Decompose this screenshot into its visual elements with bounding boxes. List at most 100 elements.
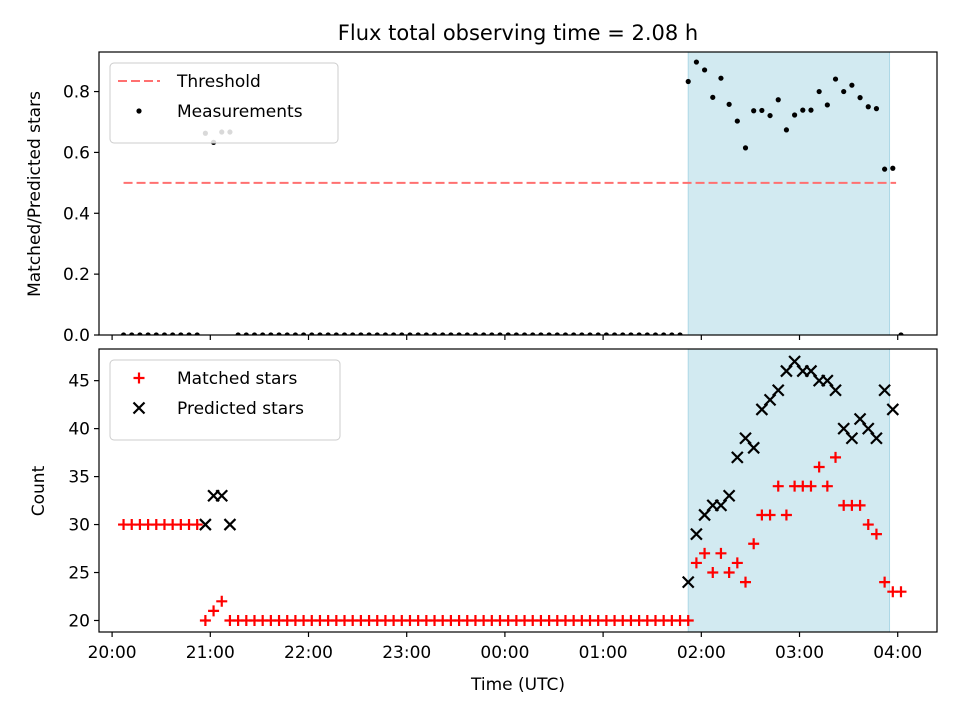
measurement-point xyxy=(276,332,282,335)
measurement-point xyxy=(415,332,421,335)
matched-star-point xyxy=(870,528,882,540)
measurement-point xyxy=(300,332,307,335)
measurement-point xyxy=(194,332,200,335)
panel-top: 0.0 0.2 0.4 0.6 0.8 Threshold Measurements xyxy=(63,51,938,346)
legend-predicted-swatch xyxy=(132,401,146,415)
predicted-star-point xyxy=(870,431,883,445)
predicted-star-point xyxy=(681,575,695,589)
predicted-star-point xyxy=(886,403,900,416)
matched-star-point xyxy=(879,576,891,588)
measurement-point xyxy=(562,332,569,335)
measurement-point xyxy=(186,332,192,335)
x-tick-label: 20:00 xyxy=(88,643,137,663)
measurement-point xyxy=(824,102,830,108)
matched-star-point xyxy=(821,480,833,492)
measurement-point xyxy=(538,332,544,335)
measurement-point xyxy=(751,108,757,114)
measurement-point xyxy=(382,332,389,335)
measurement-point xyxy=(153,332,159,335)
measurement-point xyxy=(161,332,168,335)
measurement-point xyxy=(579,332,585,335)
y-tick-label: 35 xyxy=(68,468,90,488)
y-tick-label: 0.0 xyxy=(63,326,90,346)
measurement-point xyxy=(767,112,773,119)
measurement-point xyxy=(587,332,593,335)
measurement-point xyxy=(742,145,749,151)
matched-star-point xyxy=(191,519,203,531)
measurement-point xyxy=(628,332,634,335)
measurement-point xyxy=(857,95,863,101)
matched-star-point xyxy=(748,538,760,550)
measurement-point xyxy=(391,332,397,335)
measurement-point xyxy=(399,332,405,335)
measurement-point xyxy=(309,332,315,335)
predicted-star-point xyxy=(731,451,744,464)
measurement-point xyxy=(292,332,299,335)
measurement-point xyxy=(448,332,454,335)
predicted-star-point xyxy=(845,431,859,445)
measurement-point xyxy=(832,76,839,82)
measurement-point xyxy=(611,332,618,335)
measurement-point xyxy=(137,332,143,335)
observing-window-shade xyxy=(687,51,891,336)
measurement-point xyxy=(374,332,380,335)
y-tick-label: 0.2 xyxy=(63,265,90,285)
measurement-point xyxy=(325,332,331,335)
measurement-point xyxy=(718,75,724,81)
measurement-point xyxy=(317,332,323,335)
plot-area xyxy=(118,355,907,626)
matched-star-point xyxy=(895,586,907,598)
measurement-point xyxy=(873,106,880,112)
measurement-point xyxy=(808,107,814,113)
measurement-point xyxy=(489,332,495,335)
measurement-point xyxy=(251,332,258,335)
axes-frame xyxy=(98,348,938,633)
measurement-point xyxy=(481,332,487,335)
measurement-point xyxy=(636,332,642,335)
matched-star-point xyxy=(699,547,711,559)
measurement-point xyxy=(350,332,356,335)
measurement-point xyxy=(243,332,249,335)
measurement-point xyxy=(554,332,560,335)
measurement-point xyxy=(530,332,536,335)
predicted-star-point xyxy=(215,489,229,503)
legend-measurement-swatch xyxy=(136,108,142,114)
measurement-point xyxy=(816,88,822,95)
measurement-point xyxy=(849,82,855,88)
measurement-point xyxy=(701,67,708,73)
y-axis-label-top: Matched/Predicted stars xyxy=(25,91,45,297)
measurement-point xyxy=(800,107,806,113)
matched-star-point xyxy=(216,595,228,607)
x-tick-label: 21:00 xyxy=(186,643,235,663)
measurement-point xyxy=(178,332,184,335)
measurement-point xyxy=(710,94,716,100)
measurement-point xyxy=(677,332,683,335)
measurement-point xyxy=(783,127,790,133)
measurement-point xyxy=(775,97,781,103)
measurement-point xyxy=(865,104,871,110)
series-predicted-stars xyxy=(199,355,900,589)
y-tick-label: 30 xyxy=(68,516,90,536)
chart-title: Flux total observing time = 2.08 h xyxy=(338,21,698,45)
measurement-point xyxy=(268,332,274,335)
x-tick-label: 04:00 xyxy=(873,643,922,663)
y-tick-label: 0.8 xyxy=(63,83,90,103)
measurement-point xyxy=(726,101,732,107)
measurement-point xyxy=(129,332,135,335)
x-tick-label: 02:00 xyxy=(677,643,726,663)
legend-label: Threshold xyxy=(176,72,261,92)
matched-star-point xyxy=(772,480,784,492)
matched-star-point xyxy=(805,480,817,492)
measurement-point xyxy=(759,107,765,114)
measurement-point xyxy=(571,332,577,335)
y-tick-label: 0.4 xyxy=(63,204,90,224)
predicted-star-point xyxy=(199,518,212,531)
matched-star-point xyxy=(780,509,792,521)
legend-label: Matched stars xyxy=(177,369,297,389)
measurement-point xyxy=(595,332,601,335)
matched-star-point xyxy=(199,614,211,626)
measurement-point xyxy=(669,332,675,335)
measurement-point xyxy=(841,88,847,95)
measurement-point xyxy=(890,165,896,171)
